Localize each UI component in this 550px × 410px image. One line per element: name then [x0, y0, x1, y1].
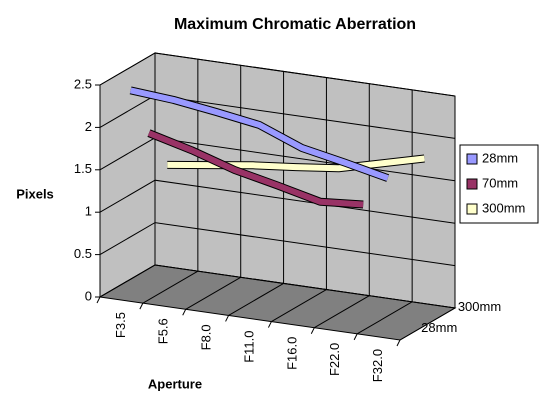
x-tick	[225, 315, 230, 322]
depth-tick-label: 300mm	[458, 299, 501, 314]
x-tick	[396, 339, 401, 347]
y-tick-label: 0	[85, 288, 92, 303]
chart-title: Maximum Chromatic Aberration	[174, 16, 416, 33]
left-wall	[99, 52, 156, 298]
y-tick-label: 1.5	[74, 161, 92, 176]
x-tick-label: F3.5	[113, 312, 128, 338]
floor-grid	[356, 301, 413, 335]
floor-grid	[228, 282, 284, 316]
series-line	[129, 87, 389, 181]
legend-label: 300mm	[482, 200, 525, 215]
y-tick-label: 2	[85, 119, 92, 134]
x-tick-label: F22.0	[327, 343, 342, 376]
y-axis-label: Pixels	[16, 186, 54, 201]
floor-grid	[271, 289, 327, 323]
series-line	[147, 130, 364, 208]
y-tick-label: 2.5	[74, 76, 92, 91]
x-tick-label: F8.0	[199, 324, 214, 350]
x-tick	[267, 321, 272, 328]
y-tick-label: 1	[85, 204, 92, 219]
series-line	[167, 155, 425, 172]
x-axis-label: Aperture	[148, 376, 202, 391]
floor-grid	[314, 295, 370, 329]
floor-grid	[399, 307, 456, 341]
x-tick-label: F32.0	[370, 349, 385, 382]
floor-grid	[99, 264, 156, 298]
x-tick-label: F5.6	[156, 318, 171, 344]
floor-grid	[185, 276, 241, 310]
x-tick	[310, 327, 315, 334]
x-tick	[182, 309, 187, 316]
back-wall	[154, 52, 456, 309]
depth-tick-label: 28mm	[421, 320, 457, 335]
legend-label: 28mm	[482, 150, 518, 165]
floor-grid	[142, 270, 199, 304]
x-tick-label: F11.0	[241, 331, 256, 363]
x-tick	[96, 296, 101, 304]
x-tick-label: F16.0	[284, 337, 299, 370]
x-tick	[353, 333, 358, 341]
x-tick	[139, 302, 144, 310]
y-tick-label: 0.5	[74, 246, 92, 261]
legend-swatch	[466, 203, 478, 215]
legend-swatch	[466, 153, 478, 165]
legend-label: 70mm	[482, 175, 518, 190]
legend-swatch	[466, 178, 478, 190]
